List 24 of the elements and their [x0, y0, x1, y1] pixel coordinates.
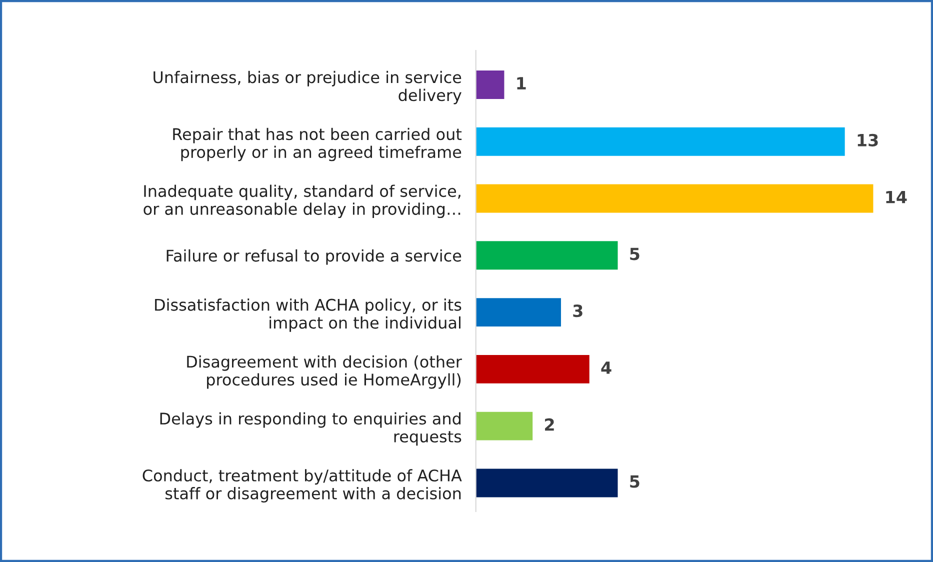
- bar: [476, 241, 618, 270]
- bar: [476, 354, 590, 384]
- y-tick-label: Failure or refusal to provide a service: [166, 249, 462, 265]
- data-label: 14: [886, 190, 907, 204]
- data-label: 3: [573, 304, 582, 318]
- bar: [476, 70, 504, 99]
- data-label: 13: [858, 134, 878, 146]
- bar: [476, 127, 845, 156]
- data-label: 5: [630, 248, 640, 260]
- bar: [476, 298, 561, 327]
- data-label: 4: [601, 362, 612, 374]
- y-tick-label: Unfairness, bias or prejudice in service delivery: [154, 70, 462, 104]
- data-label: 5: [630, 475, 640, 488]
- bar: [476, 468, 618, 498]
- bar: [476, 184, 874, 213]
- y-tick-label: Disagreement with decision (other procedures used ie HomeArgyll): [187, 355, 462, 389]
- y-tick-label: Inadequate quality, standard of service, or an unreasonable delay in providing…: [144, 184, 460, 218]
- y-tick-label: Delays in responding to enquiries and requests: [160, 412, 462, 446]
- y-tick-label: Conduct, treatment by/attitude of ACHA staff or disagreement with a decision: [142, 469, 462, 503]
- data-label: 2: [545, 418, 554, 431]
- y-tick-label: Repair that has not been carried out properly or in an agreed timeframe: [173, 128, 462, 162]
- y-tick-label: Dissatisfaction with ACHA policy, or its impact on the individual: [155, 298, 462, 332]
- data-label: 1: [517, 77, 526, 90]
- bar: [476, 412, 533, 440]
